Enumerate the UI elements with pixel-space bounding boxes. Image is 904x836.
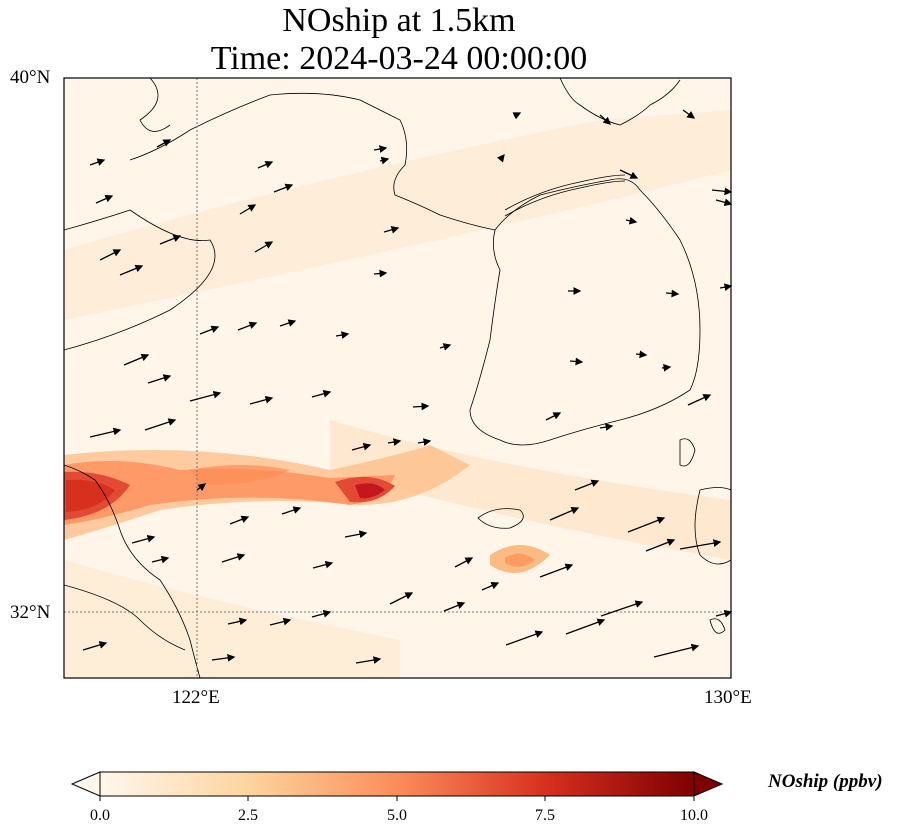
colorbar-tick-1: 2.5 (238, 807, 258, 824)
wind-arrow (635, 350, 648, 359)
wind-arrow (496, 153, 505, 163)
wind-arrow (661, 363, 672, 372)
map-title-line-1: NOship at 1.5km (282, 2, 516, 39)
wind-arrow (715, 198, 733, 207)
wind-arrow (257, 160, 274, 169)
coastline (64, 78, 731, 678)
wind-arrow (311, 609, 332, 618)
wind-arrow (645, 538, 676, 552)
wind-arrow (549, 506, 580, 521)
colorbar-title: NOship (ppbv) (768, 771, 883, 792)
wind-arrow (625, 216, 638, 225)
wind-arrow (196, 483, 207, 492)
colorbar-tick-0: 0.0 (90, 807, 110, 824)
wind-arrow (95, 195, 114, 204)
wind-arrow (417, 438, 432, 446)
concentration-field (64, 78, 731, 678)
wind-arrow (600, 600, 644, 617)
wind-arrow (619, 169, 639, 179)
wind-arrow (119, 264, 144, 276)
wind-arrow (574, 479, 600, 491)
wind-arrow (344, 530, 368, 539)
wind-arrow (373, 269, 388, 278)
wind-arrow (189, 390, 222, 402)
wind-arrow (239, 204, 257, 215)
wind-arrow (273, 183, 294, 193)
wind-arrow (82, 641, 108, 651)
wind-arrow (439, 343, 452, 351)
wind-arrow (715, 609, 733, 618)
wind-arrow (569, 357, 584, 366)
colorbar-tick-3: 7.5 (535, 807, 555, 824)
wind-arrow (144, 418, 177, 431)
wind-arrow (383, 226, 400, 234)
wind-arrow (687, 394, 712, 406)
wind-arrow (665, 289, 680, 298)
wind-arrow (454, 557, 474, 568)
wind-arrow (545, 412, 562, 421)
lon-label-122e: 122°E (172, 687, 220, 708)
wind-arrow (131, 534, 156, 544)
wind-arrow (269, 617, 292, 626)
wind-arrow (159, 234, 182, 245)
wind-arrow (373, 145, 388, 153)
wind-arrow (311, 389, 332, 398)
wind-arrow (335, 331, 350, 339)
wind-arrow (351, 442, 372, 451)
wind-arrow (653, 643, 700, 658)
wind-arrow (279, 319, 297, 327)
wind-arrow (412, 402, 430, 411)
wind-arrow (312, 560, 334, 569)
wind-arrow (151, 555, 170, 564)
wind-arrow (443, 601, 466, 612)
colorbar-tick-2: 5.0 (387, 807, 407, 824)
wind-arrow (211, 654, 236, 662)
lat-label-32n: 32°N (10, 602, 51, 623)
wind-arrow (565, 618, 606, 635)
map-title-line-2: Time: 2024-03-24 00:00:00 (210, 40, 588, 77)
wind-arrow (254, 241, 274, 253)
wind-arrow (481, 582, 500, 591)
wind-arrow (99, 249, 122, 261)
wind-arrow (355, 656, 382, 664)
wind-arrow (599, 423, 614, 431)
wind-arrow (679, 539, 722, 550)
wind-arrow (199, 325, 220, 335)
wind-arrow (682, 109, 696, 119)
wind-arrow (539, 563, 574, 578)
wind-arrow (387, 438, 402, 446)
wind-arrow (221, 553, 246, 563)
wind-arrow (599, 114, 611, 125)
wind-arrow (227, 617, 248, 626)
wind-arrow (711, 187, 733, 196)
lat-label-40n: 40°N (10, 67, 51, 88)
colorbar-tick-4: 10.0 (680, 807, 708, 824)
wind-vectors (82, 109, 733, 664)
wind-arrow (147, 374, 172, 384)
wind-arrow (281, 506, 302, 515)
map-frame (63, 77, 732, 679)
wind-arrow (89, 427, 122, 438)
wind-arrow (89, 158, 106, 166)
wind-arrow (505, 630, 544, 646)
wind-arrow (512, 112, 522, 120)
wind-arrow (249, 395, 274, 405)
lon-label-130e: 130°E (704, 687, 752, 708)
wind-arrow (627, 516, 666, 533)
colorbar (70, 771, 724, 801)
wind-arrow (229, 515, 250, 525)
wind-arrow (123, 353, 150, 366)
wind-arrow (719, 283, 733, 291)
wind-arrow (379, 156, 390, 165)
wind-arrow (156, 139, 172, 148)
wind-arrow (237, 321, 258, 331)
wind-arrow (389, 592, 414, 605)
